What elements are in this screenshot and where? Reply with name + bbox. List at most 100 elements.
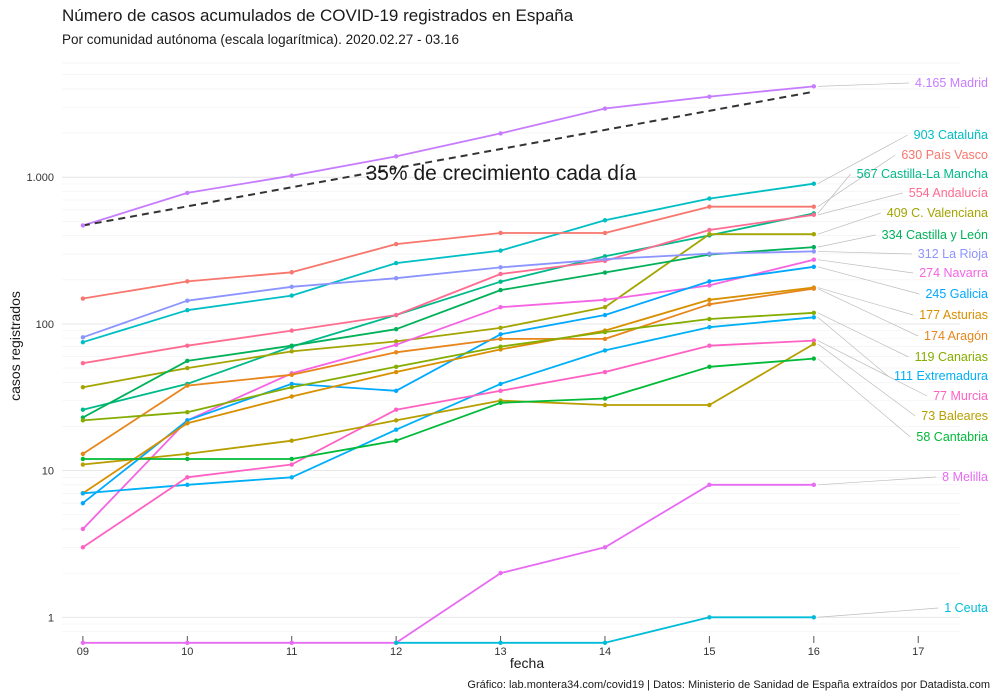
series-end-label: 77 Murcia xyxy=(933,389,988,403)
data-point xyxy=(811,257,817,262)
data-point xyxy=(393,327,399,332)
data-point xyxy=(289,173,294,178)
data-point xyxy=(80,407,86,412)
data-point xyxy=(498,381,503,387)
data-point xyxy=(602,305,608,310)
data-point xyxy=(811,231,817,237)
data-point xyxy=(811,286,817,291)
label-leader-line xyxy=(817,82,910,87)
chart-subtitle: Por comunidad autónoma (escala logarítmi… xyxy=(62,32,459,47)
data-point xyxy=(289,293,294,298)
data-point xyxy=(602,336,608,342)
data-point xyxy=(289,284,294,290)
data-point xyxy=(393,640,399,645)
label-leader-line xyxy=(817,287,914,316)
data-point xyxy=(498,248,503,253)
data-point xyxy=(707,316,712,322)
data-point xyxy=(393,388,399,393)
data-point xyxy=(393,350,399,355)
data-point xyxy=(498,131,503,136)
data-point xyxy=(289,381,294,387)
data-point xyxy=(185,365,190,371)
data-point xyxy=(498,230,503,236)
data-point xyxy=(80,545,86,550)
data-point xyxy=(602,348,608,353)
data-point xyxy=(80,360,86,366)
label-leader-line xyxy=(817,343,916,417)
label-leader-lines xyxy=(817,82,939,618)
growth-reference-line xyxy=(82,90,814,227)
data-point xyxy=(185,451,190,457)
data-point xyxy=(289,640,294,645)
label-leader-line xyxy=(817,266,920,295)
data-point xyxy=(707,402,712,408)
data-point xyxy=(498,287,503,293)
x-tick-label: 12 xyxy=(390,646,402,658)
series-line-murcia xyxy=(82,339,814,549)
data-point xyxy=(393,342,399,348)
label-leader-line xyxy=(817,173,851,214)
data-point xyxy=(602,329,608,335)
label-leader-line xyxy=(817,358,911,438)
series-end-label: 409 C. Valenciana xyxy=(887,206,988,220)
data-point xyxy=(80,385,86,390)
data-point xyxy=(707,279,712,284)
series-points xyxy=(80,84,817,645)
data-point xyxy=(185,475,190,480)
data-point xyxy=(289,394,294,399)
x-tick-label: 11 xyxy=(286,646,297,658)
series-end-label: 111 Extremadura xyxy=(894,369,988,383)
y-tick-label: 10 xyxy=(42,466,54,478)
data-point xyxy=(289,270,294,275)
data-point xyxy=(811,249,817,254)
y-tick-label: 1 xyxy=(48,612,54,624)
label-leader-line xyxy=(817,212,881,235)
data-point xyxy=(498,640,503,645)
data-point xyxy=(498,570,503,576)
y-axis-title: casos registrados xyxy=(7,291,23,401)
data-point xyxy=(707,364,712,370)
series-line-andaluc-a xyxy=(82,214,814,365)
series-end-label: 177 Asturias xyxy=(919,308,988,322)
data-point xyxy=(393,407,399,412)
data-point xyxy=(498,332,503,337)
data-point xyxy=(393,427,399,432)
series-end-label: 334 Castilla y León xyxy=(882,228,988,242)
data-point xyxy=(707,297,712,303)
data-point xyxy=(498,279,503,284)
label-leader-line xyxy=(817,259,914,274)
series-line-catalu-a xyxy=(82,182,814,344)
data-point xyxy=(602,640,608,645)
data-point xyxy=(80,491,86,496)
data-point xyxy=(185,308,190,313)
data-point xyxy=(289,438,294,443)
data-point xyxy=(602,230,608,236)
data-point xyxy=(707,251,712,256)
data-point xyxy=(811,341,817,347)
data-point xyxy=(289,349,294,354)
series-line-melilla xyxy=(82,483,814,644)
series-line-baleares xyxy=(82,343,815,466)
chart-title: Número de casos acumulados de COVID-19 r… xyxy=(62,6,574,25)
data-point xyxy=(185,456,190,462)
data-point xyxy=(707,283,712,288)
data-point xyxy=(498,271,503,277)
data-point xyxy=(393,339,399,344)
label-leader-line xyxy=(817,312,909,358)
x-axis-title: fecha xyxy=(510,655,544,671)
data-point xyxy=(185,279,190,284)
series-end-label: 174 Aragón xyxy=(924,329,988,343)
data-point xyxy=(498,325,503,331)
series-end-label: 4.165 Madrid xyxy=(915,76,988,90)
x-tick-label: 13 xyxy=(494,646,506,658)
label-leader-line xyxy=(817,607,939,618)
label-leader-line xyxy=(817,288,919,337)
series-line-madrid xyxy=(82,85,814,227)
x-tick-label: 10 xyxy=(181,646,193,658)
series-line-pa-s-vasco xyxy=(82,205,814,300)
x-tick-label: 15 xyxy=(703,646,715,658)
data-point xyxy=(80,418,86,423)
data-point xyxy=(811,315,817,320)
data-point xyxy=(498,265,503,270)
series-line-asturias xyxy=(82,286,814,495)
